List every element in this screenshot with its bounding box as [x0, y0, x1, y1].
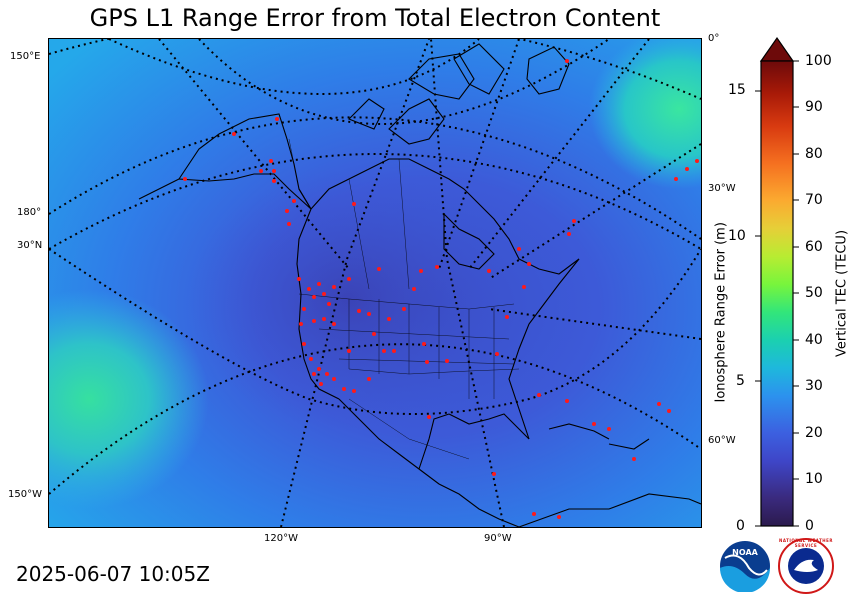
- lat-lon-label: 30°N: [17, 240, 43, 251]
- lat-lon-label: 60°W: [708, 435, 736, 446]
- tec-colorbar: [755, 36, 800, 531]
- valid-time: 2025-06-07 10:05Z: [16, 562, 210, 586]
- tec-tick: 80: [805, 146, 823, 162]
- range-error-tick: 0: [736, 518, 745, 534]
- tec-tick: 20: [805, 425, 823, 441]
- tec-tick: 50: [805, 285, 823, 301]
- range-error-tick: 5: [736, 373, 745, 389]
- noaa-logo-text: NOAA: [732, 548, 758, 557]
- range-error-tick: 15: [728, 82, 746, 98]
- lat-lon-label: 180°: [17, 207, 42, 218]
- nws-logo: NATIONAL WEATHER SERVICE: [778, 538, 834, 594]
- tec-map[interactable]: [48, 38, 702, 528]
- tec-tick: 100: [805, 53, 832, 69]
- tec-tick: 10: [805, 471, 823, 487]
- range-error-axis-label: Ionosphere Range Error (m): [713, 222, 729, 403]
- borders: [288, 138, 520, 460]
- tec-axis-label: Vertical TEC (TECU): [834, 229, 850, 358]
- tec-tick: 60: [805, 239, 823, 255]
- graticule: [49, 39, 701, 527]
- tec-tick: 0: [805, 518, 814, 534]
- lat-lon-label: 150°W: [8, 489, 42, 500]
- lat-lon-label: 90°W: [484, 533, 512, 544]
- page-title: GPS L1 Range Error from Total Electron C…: [89, 4, 661, 32]
- range-error-tick: 10: [728, 228, 746, 244]
- tec-tick: 40: [805, 332, 823, 348]
- tec-tick: 90: [805, 99, 823, 115]
- lat-lon-label: 0°: [708, 33, 720, 44]
- noaa-logo: NOAA: [719, 540, 771, 592]
- tec-tick: 30: [805, 378, 823, 394]
- tec-tick: 70: [805, 192, 823, 208]
- lat-lon-label: 120°W: [264, 533, 298, 544]
- nws-logo-text: NATIONAL WEATHER SERVICE: [779, 538, 833, 548]
- gps-stations: [183, 59, 699, 519]
- lat-lon-label: 30°W: [708, 183, 736, 194]
- lat-lon-label: 150°E: [10, 51, 41, 62]
